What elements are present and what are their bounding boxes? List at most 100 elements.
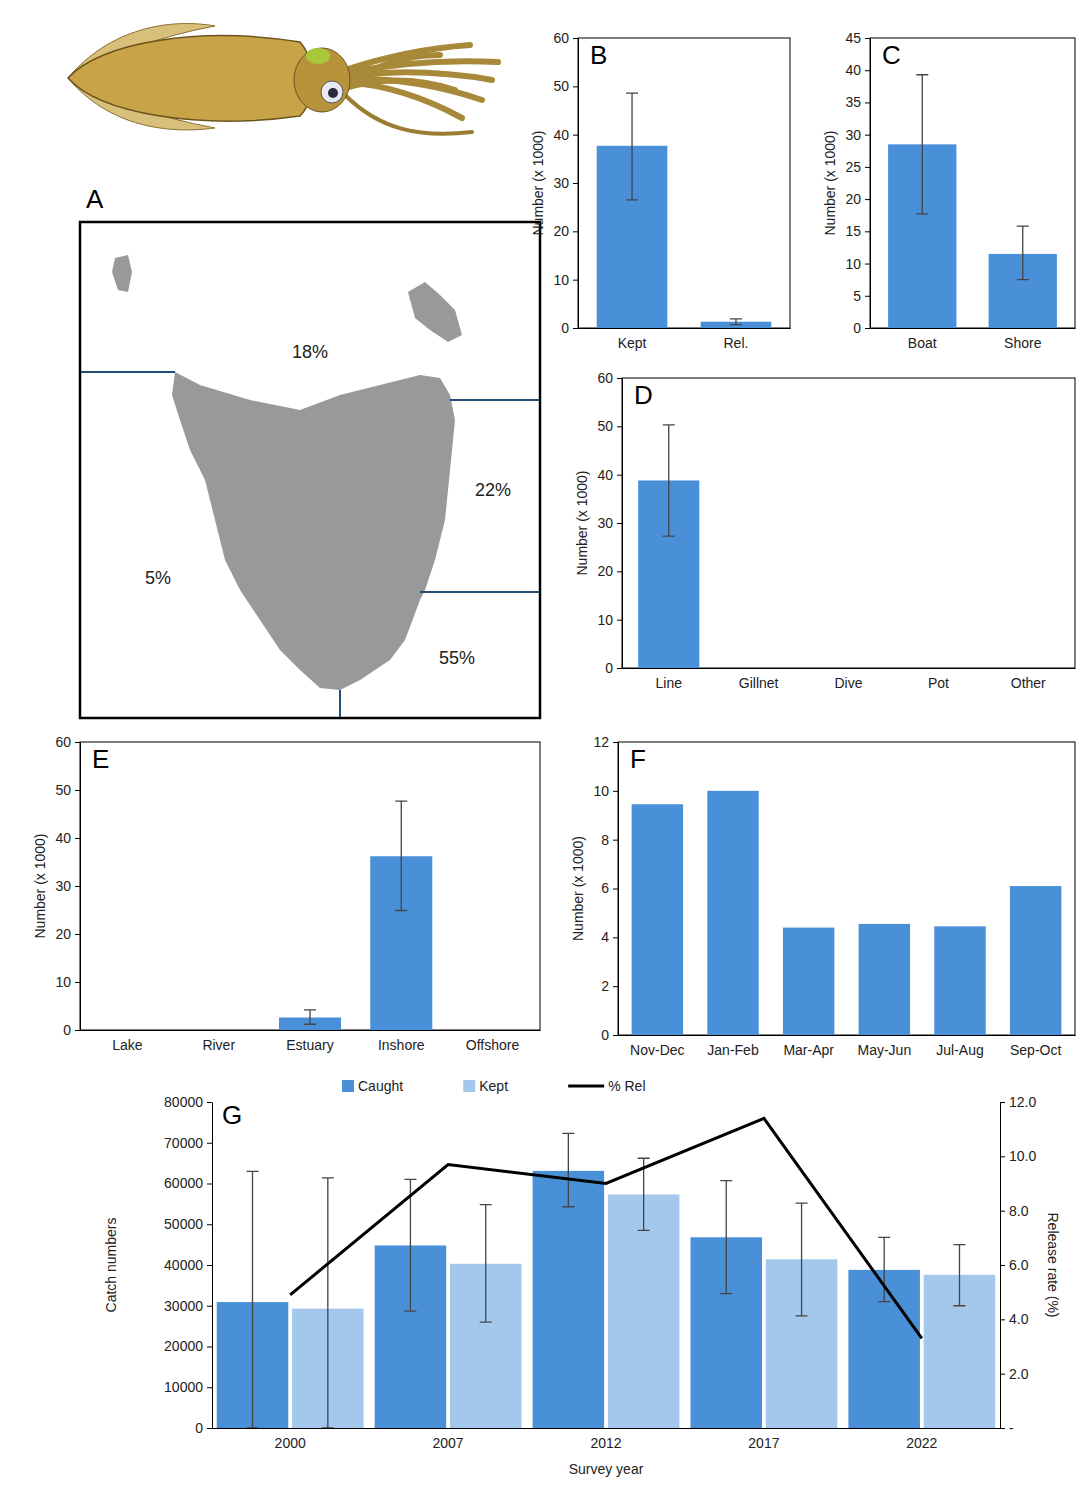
panel-letter: E (92, 744, 109, 774)
squid-eye (321, 81, 343, 103)
plot-frame (870, 38, 1075, 328)
island (112, 255, 132, 292)
tick: 40 (55, 830, 80, 846)
tick-label: 50 (55, 782, 71, 798)
tick: 20 (597, 563, 622, 579)
bar-panel: 0102030405060LakeRiverEstuaryInshoreOffs… (32, 734, 541, 1053)
bar (908, 668, 969, 669)
tick: 80000 (164, 1094, 212, 1110)
tick-label: 30 (597, 515, 613, 531)
tick: 30 (845, 127, 870, 143)
tick-label: 30 (55, 878, 71, 894)
tick: 10 (597, 612, 622, 628)
tick: 40 (553, 127, 578, 143)
tick-label: Line (656, 675, 683, 691)
tick-label: 20 (845, 191, 861, 207)
tick-label: 2017 (748, 1435, 779, 1451)
region-label: 18% (292, 342, 328, 362)
tick-mark (617, 378, 622, 379)
tick-mark (613, 986, 618, 987)
tick-mark (865, 199, 870, 200)
tick-label: Mar-Apr (783, 1042, 834, 1058)
tick: 0 (601, 1027, 618, 1043)
tick: Jul-Aug (936, 1042, 983, 1058)
tick-mark (573, 280, 578, 281)
tick-label: 8.0 (1009, 1203, 1029, 1219)
tick: Nov-Dec (630, 1042, 684, 1058)
tick: River (202, 1037, 235, 1053)
tick-label: 2007 (433, 1435, 464, 1451)
tick-label: 40000 (164, 1257, 203, 1273)
tick: 2000 (275, 1435, 306, 1451)
tick: Other (1011, 675, 1046, 691)
marks (597, 93, 772, 328)
tick: 2022 (906, 1435, 937, 1451)
tick-mark (1000, 1374, 1005, 1375)
tick: 30 (597, 515, 622, 531)
tick: 60 (553, 30, 578, 46)
axis-line (622, 379, 623, 669)
tick-mark (75, 934, 80, 935)
axis-line (618, 743, 619, 1036)
tick-label: May-Jun (857, 1042, 911, 1058)
axis-title: Number (x 1000) (530, 130, 546, 235)
tick: 50000 (164, 1216, 212, 1232)
tick: 70000 (164, 1135, 212, 1151)
tick: 0 (605, 660, 622, 676)
tick-mark (617, 620, 622, 621)
tick: 4.0 (1000, 1311, 1029, 1327)
tick: 30 (553, 175, 578, 191)
axis-title: Catch numbers (103, 1218, 119, 1313)
bar (188, 1030, 250, 1031)
tick: 25 (845, 159, 870, 175)
tick-label: Pot (928, 675, 949, 691)
axis-line (213, 1428, 1001, 1429)
legend-label: Kept (479, 1078, 508, 1094)
tick: 5 (853, 288, 870, 304)
panel-letter: G (222, 1100, 242, 1130)
axis-line (619, 1035, 1076, 1036)
tick-mark (617, 475, 622, 476)
line (290, 1118, 922, 1338)
error-bar (730, 319, 742, 325)
tick: 20 (55, 926, 80, 942)
legend-swatch (568, 1085, 604, 1088)
tick-label: 6 (601, 880, 609, 896)
squid-pupil (328, 88, 338, 98)
tick: 60000 (164, 1175, 212, 1191)
panel-letter: C (882, 40, 901, 70)
region-label: 22% (475, 480, 511, 500)
tick-label: 25 (845, 159, 861, 175)
tick: Mar-Apr (783, 1042, 834, 1058)
tick: 0 (63, 1022, 80, 1038)
x-axis: LakeRiverEstuaryInshoreOffshore (81, 1031, 541, 1053)
tick-mark (75, 982, 80, 983)
tick-label: 0 (605, 660, 613, 676)
tick: Jan-Feb (707, 1042, 759, 1058)
tick-mark (573, 135, 578, 136)
tick-label: 10 (593, 783, 609, 799)
tick: 50 (55, 782, 80, 798)
tick-mark (617, 523, 622, 524)
legend-swatch (463, 1080, 475, 1092)
tick-label: 2022 (906, 1435, 937, 1451)
tick-mark (573, 231, 578, 232)
y-axis: 0102030405060 (597, 370, 622, 676)
tick-label: 15 (845, 223, 861, 239)
marks (217, 1118, 996, 1428)
tick-label: Kept (618, 335, 647, 351)
tick-label: 10 (845, 256, 861, 272)
axis-title: Number (x 1000) (570, 836, 586, 941)
tick-mark (573, 38, 578, 39)
tick: Boat (908, 335, 937, 351)
tick: 6 (601, 880, 618, 896)
panel-letter: F (630, 744, 646, 774)
marks (632, 791, 1062, 1035)
tick-label: 60000 (164, 1175, 203, 1191)
tick: 60 (597, 370, 622, 386)
tick: Shore (1004, 335, 1042, 351)
plot-frame (622, 378, 1075, 668)
tick-label: 0 (63, 1022, 71, 1038)
tick-mark (207, 1347, 212, 1348)
tick-mark (75, 886, 80, 887)
